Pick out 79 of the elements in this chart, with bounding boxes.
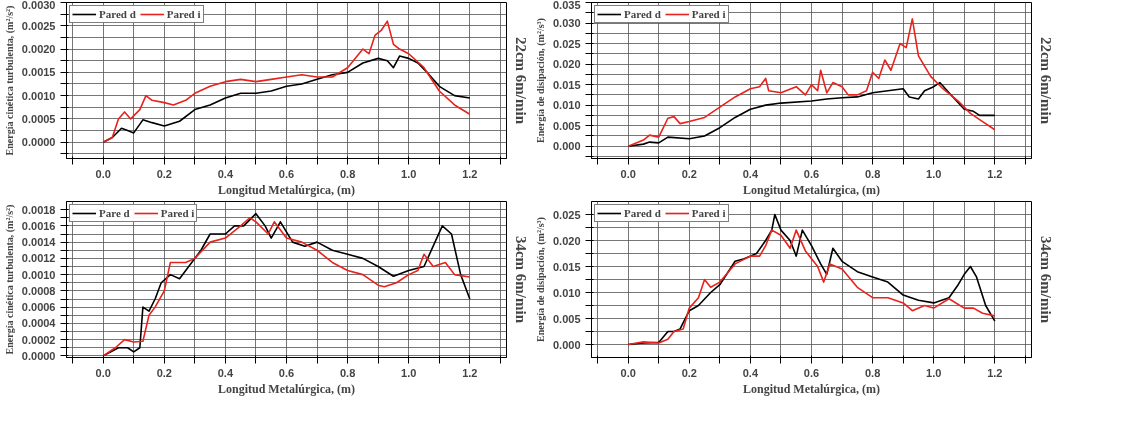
x-tick-label: 1.2 — [987, 167, 1003, 180]
y-tick-label: 0.0015 — [21, 66, 56, 79]
y-tick-label: 0.000 — [552, 140, 581, 153]
y-tick-label: 0.0018 — [21, 203, 56, 216]
x-tick-label: 0.8 — [339, 167, 356, 180]
x-tick-label: 1.0 — [401, 366, 417, 379]
y-tick-label: 0.0025 — [21, 19, 56, 32]
x-tick-label: 1.2 — [462, 167, 478, 180]
y-tick-label: 0.015 — [552, 260, 581, 273]
x-tick-label: 0.2 — [681, 366, 697, 379]
legend-label: Pared d — [624, 207, 661, 219]
x-axis-title: Longitud Metalúrgica, (m) — [743, 182, 881, 197]
y-tick-label: 0.030 — [552, 17, 581, 30]
x-tick-label: 0.4 — [742, 167, 759, 180]
legend-label: Pared i — [160, 207, 195, 219]
x-tick-label: 0.0 — [620, 366, 636, 379]
x-tick-label: 0.0 — [620, 167, 636, 180]
y-tick-label: 0.0006 — [21, 301, 56, 314]
y-tick-label: 0.0020 — [21, 43, 56, 56]
y-tick-label: 0.0016 — [21, 219, 56, 232]
legend-label: Pared d — [99, 8, 136, 20]
x-tick-label: 0.0 — [95, 167, 111, 180]
x-tick-label: 0.6 — [278, 366, 295, 379]
y-tick-label: 0.0010 — [21, 268, 56, 281]
text: 22cm 6m/min — [1037, 36, 1054, 125]
legend-label: Pare d — [99, 207, 130, 219]
legend-label: Pared i — [691, 8, 726, 20]
x-tick-label: 0.2 — [156, 167, 172, 180]
y-tick-label: 0.025 — [552, 208, 581, 221]
x-tick-label: 0.2 — [156, 366, 172, 379]
x-tick-label: 0.8 — [864, 167, 881, 180]
y-axis-title: Energía de disipación, (m²/s³) — [534, 18, 547, 143]
y-tick-label: 0.0010 — [21, 89, 56, 102]
x-tick-label: 1.0 — [926, 167, 942, 180]
x-tick-label: 1.2 — [987, 366, 1003, 379]
y-tick-label: 0.035 — [552, 0, 581, 11]
y-tick-label: 0.0012 — [21, 252, 56, 265]
x-axis-title: Longitud Metalúrgica, (m) — [743, 381, 881, 396]
x-axis-title: Longitud Metalúrgica, (m) — [218, 182, 356, 197]
y-tick-label: 0.005 — [552, 312, 581, 325]
x-tick-label: 0.2 — [681, 167, 697, 180]
x-tick-label: 0.0 — [95, 366, 111, 379]
y-tick-label: 0.010 — [552, 286, 581, 299]
y-tick-label: 0.025 — [552, 37, 581, 50]
y-tick-label: 0.020 — [552, 58, 581, 71]
y-tick-label: 0.0030 — [21, 0, 56, 11]
y-tick-label: 0.010 — [552, 99, 581, 112]
legend-label: Pared i — [691, 207, 726, 219]
y-tick-label: 0.0004 — [21, 317, 57, 330]
y-tick-label: 0.0005 — [21, 112, 56, 125]
legend-label: Pared d — [624, 8, 661, 20]
x-tick-label: 0.6 — [803, 366, 820, 379]
x-tick-label: 0.6 — [278, 167, 295, 180]
x-tick-label: 0.6 — [803, 167, 820, 180]
y-axis-title: Energía cinética turbulenta, (m²/s²) — [3, 5, 16, 156]
x-tick-label: 0.4 — [742, 366, 759, 379]
x-tick-label: 1.0 — [926, 366, 942, 379]
x-tick-label: 0.4 — [217, 167, 234, 180]
y-tick-label: 0.0000 — [21, 349, 56, 362]
y-tick-label: 0.020 — [552, 234, 581, 247]
x-tick-label: 0.4 — [217, 366, 234, 379]
x-tick-label: 0.8 — [864, 366, 881, 379]
y-tick-label: 0.000 — [552, 338, 581, 351]
y-tick-label: 0.0008 — [21, 284, 56, 297]
y-tick-label: 0.0014 — [21, 236, 57, 249]
y-tick-label: 0.005 — [552, 119, 581, 132]
x-axis-title: Longitud Metalúrgica, (m) — [218, 381, 356, 396]
x-tick-label: 1.2 — [462, 366, 478, 379]
y-tick-label: 0.0000 — [21, 136, 56, 149]
text: 34cm 6m/min — [1037, 235, 1054, 324]
y-tick-label: 0.015 — [552, 78, 581, 91]
x-tick-label: 0.8 — [339, 366, 356, 379]
legend-label: Pared i — [166, 8, 201, 20]
y-tick-label: 0.0002 — [21, 333, 56, 346]
text: 34cm 6m/min — [512, 235, 529, 324]
x-tick-label: 1.0 — [401, 167, 417, 180]
text: 22cm 6m/min — [512, 36, 529, 125]
y-axis-title: Energía de disipación, (m²/s³) — [534, 217, 547, 342]
y-axis-title: Energía cinética turbulenta, (m²/s²) — [3, 204, 16, 355]
